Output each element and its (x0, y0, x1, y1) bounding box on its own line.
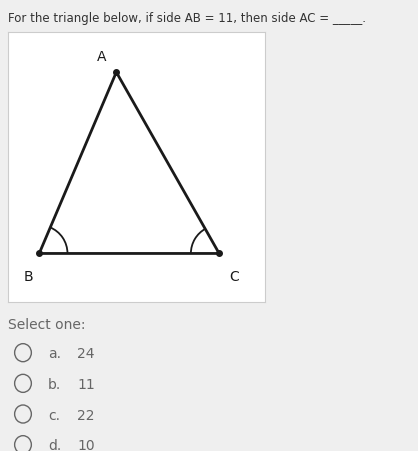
Text: Select one:: Select one: (8, 318, 86, 332)
Text: C: C (229, 270, 239, 284)
Text: 10: 10 (77, 439, 95, 451)
Text: b.: b. (48, 378, 61, 392)
Text: For the triangle below, if side AB = 11, then side AC = _____.: For the triangle below, if side AB = 11,… (8, 12, 366, 25)
Text: B: B (24, 270, 34, 284)
Text: 22: 22 (77, 409, 95, 423)
Text: A: A (97, 50, 106, 64)
Text: a.: a. (48, 347, 61, 361)
Text: 24: 24 (77, 347, 95, 361)
Text: 11: 11 (77, 378, 95, 392)
Text: d.: d. (48, 439, 61, 451)
Text: c.: c. (48, 409, 60, 423)
